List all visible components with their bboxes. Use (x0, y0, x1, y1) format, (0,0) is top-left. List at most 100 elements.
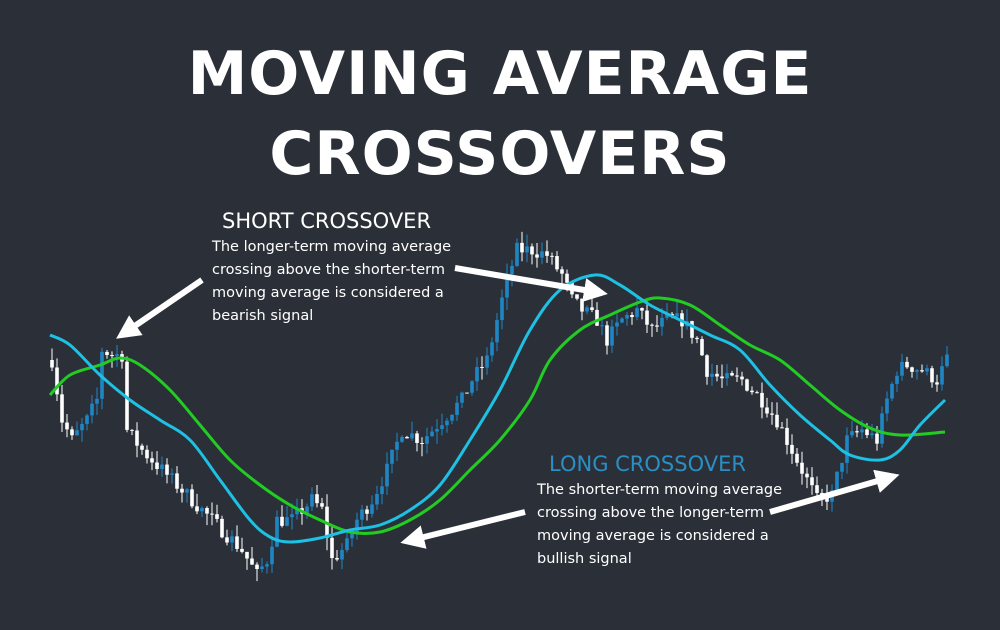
candle-body (710, 373, 714, 377)
candle-body (505, 274, 509, 298)
candle-body (515, 242, 519, 266)
candle-body (540, 251, 544, 258)
candle-body (845, 435, 849, 463)
candle-body (585, 307, 589, 312)
candle-body (900, 361, 904, 376)
candle-body (435, 429, 439, 432)
candle-body (930, 368, 934, 383)
candle-body (410, 433, 414, 439)
candle-body (580, 298, 584, 312)
candle-body (895, 375, 899, 384)
candle-body (915, 370, 919, 372)
candle-body (295, 508, 299, 515)
candle-body (600, 325, 604, 327)
candle-body (675, 313, 679, 317)
candle-body (920, 370, 924, 372)
candle-body (910, 367, 914, 372)
candle-body (395, 441, 399, 450)
candle-body (310, 494, 314, 507)
candle-body (610, 326, 614, 346)
candle-body (185, 489, 189, 493)
candle-body (560, 269, 564, 274)
short-crossover-heading: SHORT CROSSOVER (222, 209, 432, 233)
candle-body (725, 373, 729, 379)
candle-body (740, 376, 744, 380)
candle-body (105, 351, 109, 356)
candle-body (415, 433, 419, 443)
candle-body (335, 558, 339, 560)
long-crossover-arrow-2 (769, 469, 900, 515)
candle-body (340, 550, 344, 560)
candle-body (935, 382, 939, 385)
candle-body (470, 381, 474, 393)
candle-body (665, 313, 669, 318)
candle-body (400, 436, 404, 442)
candle-body (520, 242, 524, 253)
candle-body (530, 246, 534, 255)
candle-body (245, 551, 249, 559)
candle-body (490, 342, 494, 356)
candle-body (525, 246, 529, 253)
candle-body (175, 473, 179, 489)
candle-body (370, 504, 374, 514)
candle-body (660, 317, 664, 327)
candle-body (945, 354, 949, 367)
candle-body (145, 449, 149, 459)
candle-body (190, 489, 194, 507)
candle-body (715, 373, 719, 377)
candle-body (565, 273, 569, 283)
short-crossover-description: The longer-term moving average crossing … (212, 239, 452, 324)
candle-body (690, 321, 694, 338)
candle-body (375, 493, 379, 505)
candle-body (55, 367, 59, 395)
candle-body (605, 325, 609, 346)
candle-body (305, 506, 309, 514)
candle-body (200, 508, 204, 512)
candle-body (890, 383, 894, 399)
candle-body (380, 486, 384, 494)
candle-body (650, 324, 654, 326)
candle-body (870, 433, 874, 436)
candle-body (545, 251, 549, 256)
candle-body (755, 392, 759, 394)
candle-body (815, 485, 819, 493)
short-ma-line (49, 273, 947, 544)
candle-body (795, 453, 799, 463)
candle-body (775, 414, 779, 428)
candle-body (220, 518, 224, 538)
long-crossover-description: The shorter-term moving average crossing… (537, 482, 783, 567)
candle-body (865, 429, 869, 436)
candle-body (165, 464, 169, 475)
candle-body (170, 473, 174, 475)
candle-body (555, 256, 559, 270)
candle-body (750, 390, 754, 393)
candle-body (265, 564, 269, 567)
candle-body (215, 514, 219, 519)
candle-body (390, 449, 394, 464)
title-line-2: CROSSOVERS (269, 119, 731, 189)
candle-body (210, 513, 214, 515)
candle-body (550, 255, 554, 257)
candle-body (620, 318, 624, 323)
candle-body (115, 354, 119, 357)
short-crossover-arrow-2 (454, 265, 608, 302)
long-crossover-heading: LONG CROSSOVER (549, 452, 746, 476)
candle-body (135, 430, 139, 446)
candle-body (365, 509, 369, 514)
candle-body (85, 415, 89, 424)
candle-body (925, 368, 929, 372)
candle-body (355, 519, 359, 534)
candle-body (320, 503, 324, 507)
title-line-1: MOVING AVERAGE (187, 39, 813, 109)
candle-body (595, 309, 599, 326)
candle-body (150, 458, 154, 463)
candle-body (70, 429, 74, 436)
candle-body (850, 431, 854, 436)
candle-body (260, 566, 264, 569)
candle-body (240, 548, 244, 552)
candle-body (50, 360, 54, 368)
candle-body (880, 413, 884, 444)
candle-body (805, 473, 809, 478)
candle-body (80, 423, 84, 431)
